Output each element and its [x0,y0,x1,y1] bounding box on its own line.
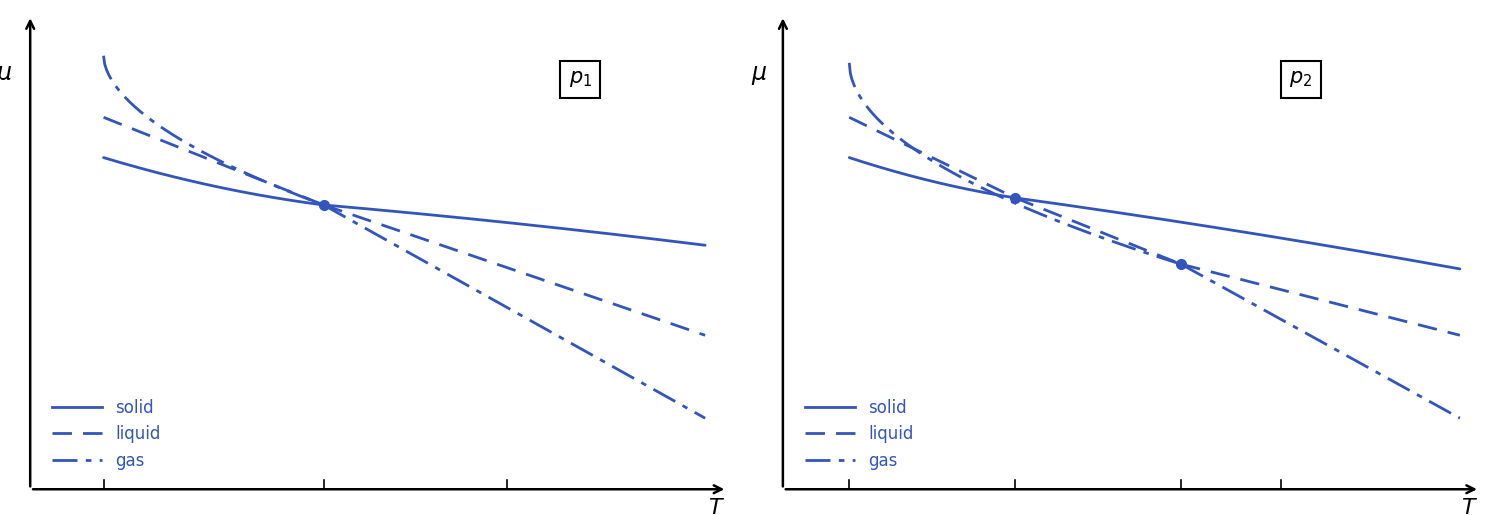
Text: $T$: $T$ [708,498,725,515]
Text: $\mu$: $\mu$ [752,63,767,88]
Text: $T$: $T$ [1462,498,1478,515]
Text: $\mu$: $\mu$ [0,63,12,88]
Legend: solid, liquid, gas: solid, liquid, gas [45,392,168,476]
Legend: solid, liquid, gas: solid, liquid, gas [799,392,920,476]
Text: $p_1$: $p_1$ [569,70,592,90]
Text: $p_2$: $p_2$ [1290,70,1312,90]
